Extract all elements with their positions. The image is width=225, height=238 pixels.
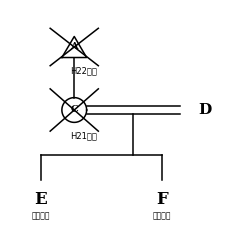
Text: D: D bbox=[198, 103, 211, 117]
Text: F: F bbox=[156, 191, 168, 208]
Text: 未成年者: 未成年者 bbox=[31, 211, 50, 220]
Text: C: C bbox=[70, 105, 78, 114]
Text: 未成年者: 未成年者 bbox=[153, 211, 171, 220]
Text: H22死亡: H22死亡 bbox=[71, 66, 97, 75]
Text: A: A bbox=[70, 42, 78, 51]
Text: H21死亡: H21死亡 bbox=[71, 131, 97, 140]
Text: E: E bbox=[34, 191, 47, 208]
